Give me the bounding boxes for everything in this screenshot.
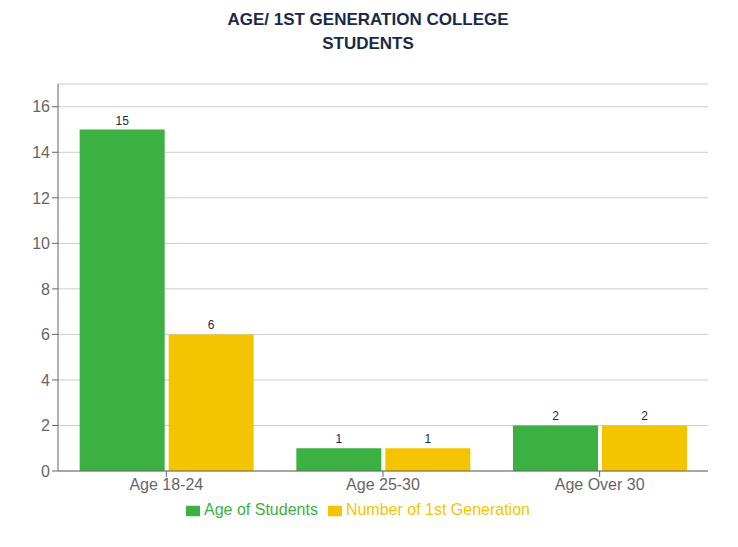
svg-text:4: 4 (41, 372, 50, 389)
svg-text:12: 12 (32, 190, 50, 207)
html-text:STUDENTS: STUDENTS (322, 34, 414, 53)
svg-text:15: 15 (115, 114, 129, 128)
svg-text:2: 2 (552, 409, 559, 423)
svg-text:6: 6 (208, 318, 215, 332)
svg-text:Age 25-30: Age 25-30 (346, 476, 420, 493)
svg-text:Age Over 30: Age Over 30 (555, 476, 645, 493)
svg-text:6: 6 (41, 326, 50, 343)
svg-text:8: 8 (41, 281, 50, 298)
html-text:Age of Students: Age of Students (204, 501, 318, 518)
svg-text:0: 0 (41, 463, 50, 480)
svg-text:2: 2 (641, 409, 648, 423)
svg-text:16: 16 (32, 98, 50, 115)
svg-text:10: 10 (32, 235, 50, 252)
html-text:AGE/ 1ST GENERATION COLLEGE: AGE/ 1ST GENERATION COLLEGE (227, 10, 509, 29)
svg-text:Age 18-24: Age 18-24 (129, 476, 203, 493)
svg-text:1: 1 (335, 432, 342, 446)
svg-text:2: 2 (41, 417, 50, 434)
svg-text:1: 1 (424, 432, 431, 446)
html-text:Number of 1st Generation: Number of 1st Generation (345, 501, 530, 518)
svg-text:14: 14 (32, 144, 50, 161)
